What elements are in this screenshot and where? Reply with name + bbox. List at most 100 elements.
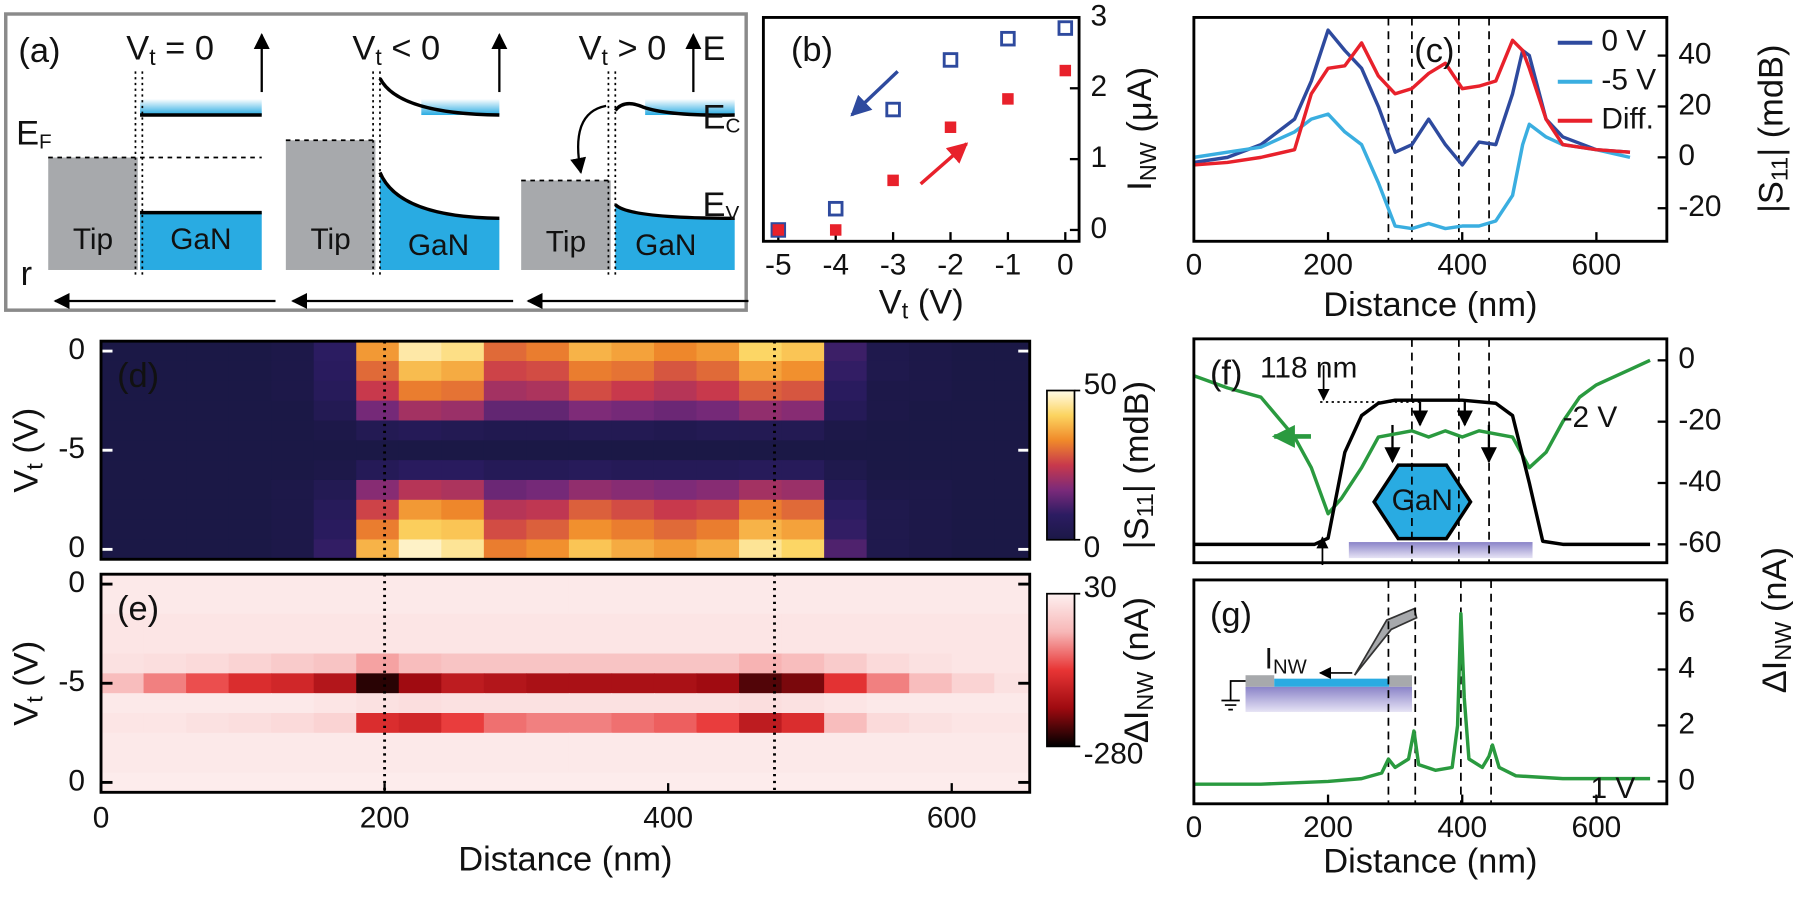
heatmap-cell <box>228 713 272 734</box>
legend-label: 0 V <box>1601 25 1646 58</box>
heatmap-cell <box>611 713 655 734</box>
point <box>829 224 842 236</box>
label-part: t <box>22 463 48 470</box>
heatmap-cell <box>568 693 613 714</box>
heatmap-cell <box>441 539 485 560</box>
heatmap-cell <box>271 539 315 560</box>
heatmap-cell <box>781 479 825 501</box>
heatmap-cell <box>186 633 230 655</box>
material-label: GaN <box>170 223 231 256</box>
heatmap-cell <box>739 752 783 774</box>
heatmap-cell <box>611 479 655 501</box>
heatmap-cell <box>483 574 528 595</box>
heatmap-cell <box>526 380 570 402</box>
heatmap-cell <box>313 420 357 441</box>
heatmap-cell <box>611 594 655 615</box>
heatmap-cell <box>143 752 187 774</box>
heatmap-cell <box>186 613 230 635</box>
heatmap-cell <box>186 499 230 521</box>
tip-label: Tip <box>546 225 586 258</box>
heatmap-cell <box>483 633 528 655</box>
heatmap-cell <box>653 420 698 441</box>
heatmap-cell <box>824 594 868 615</box>
tip-label: Tip <box>73 223 113 256</box>
heatmap-cell <box>398 673 442 694</box>
heatmap-cell <box>526 519 570 541</box>
heatmap-cell <box>186 772 230 793</box>
heatmap-cell <box>781 693 825 714</box>
heatmap-cell <box>951 613 995 635</box>
heatmap-cell <box>271 519 315 541</box>
heatmap-cell <box>739 380 783 402</box>
y-tick-label: 20 <box>1678 88 1711 121</box>
label-part: (V) <box>908 284 963 322</box>
heatmap-cell <box>398 539 442 560</box>
heatmap-cell <box>313 479 357 501</box>
nanowire <box>1372 463 1473 541</box>
heatmap-cell <box>143 341 187 362</box>
heatmap-cell <box>186 440 230 461</box>
electrode <box>1389 675 1412 687</box>
heatmap-cell <box>526 341 570 362</box>
heatmap-cell <box>143 693 187 714</box>
valence-fill <box>140 212 262 270</box>
heatmap-cell <box>994 574 1030 595</box>
heatmap-cell <box>101 420 145 441</box>
heatmap-cell <box>951 341 995 362</box>
heatmap-cell <box>909 713 953 734</box>
heatmap-cell <box>866 539 910 560</box>
heatmap-cell <box>824 539 868 560</box>
x-tick-label: 400 <box>643 802 693 835</box>
heatmap-cell <box>356 360 400 382</box>
colorbar-label: -280 <box>1084 737 1144 770</box>
heatmap-cell <box>909 613 953 635</box>
colorbar-label: 50 <box>1084 368 1117 401</box>
heatmap-cell <box>951 400 995 422</box>
heatmap-cell <box>356 400 400 422</box>
heatmap-cell <box>696 633 740 655</box>
heatmap-cell <box>101 519 145 541</box>
heatmap-cell <box>228 594 272 615</box>
heatmap-cell <box>143 380 187 402</box>
heatmap-cell <box>611 380 655 402</box>
heatmap-cell <box>313 400 357 422</box>
heatmap-cell <box>611 341 655 362</box>
heatmap-cell <box>653 653 698 675</box>
heatmap-cell <box>101 732 145 754</box>
heatmap-cell <box>824 420 868 441</box>
heatmap-cell <box>568 360 613 382</box>
r-axis-label: r <box>21 255 32 293</box>
heatmap-cell <box>356 673 400 694</box>
heatmap-cell <box>186 732 230 754</box>
heatmap-cell <box>951 713 995 734</box>
tip-label: Tip <box>310 223 350 256</box>
heatmap-cell <box>228 519 272 541</box>
plot-frame <box>99 339 1032 561</box>
x-tick-label: 0 <box>1057 248 1074 281</box>
heatmap-cell <box>483 613 528 635</box>
heatmap-cell <box>186 360 230 382</box>
heatmap-cell <box>653 460 698 481</box>
annotation: GaN <box>1392 484 1453 517</box>
heatmap-cell <box>611 673 655 694</box>
heatmap-cell <box>313 613 357 635</box>
heatmap-cell <box>526 693 570 714</box>
heatmap-cell <box>781 400 825 422</box>
heatmap-cell <box>143 574 187 595</box>
heatmap-cell <box>781 341 825 362</box>
heatmap-cell <box>228 539 272 560</box>
heatmap-cells <box>101 574 1030 793</box>
heatmap-cell <box>951 693 995 714</box>
panel-label: (f) <box>1210 355 1243 393</box>
heatmap-cell <box>228 732 272 754</box>
heatmap-cell <box>781 420 825 441</box>
heatmap-cell <box>653 693 698 714</box>
heatmap-cell <box>143 460 187 481</box>
substrate <box>1348 542 1533 559</box>
heatmap-cell <box>271 633 315 655</box>
heatmap-cell <box>653 499 698 521</box>
heatmap-cell <box>866 713 910 734</box>
heatmap-cell <box>568 613 613 635</box>
heatmap-cell <box>696 341 740 362</box>
heatmap-cell <box>696 360 740 382</box>
